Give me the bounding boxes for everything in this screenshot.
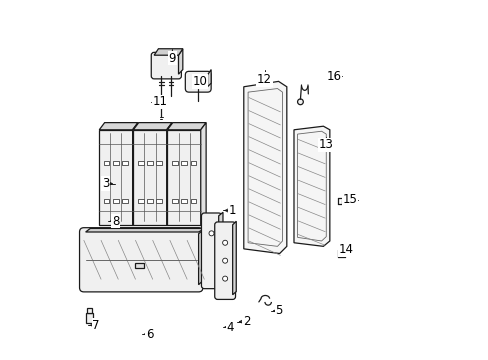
Circle shape — [208, 231, 214, 236]
Circle shape — [339, 251, 343, 256]
FancyBboxPatch shape — [151, 52, 181, 79]
Text: 8: 8 — [112, 215, 119, 228]
Bar — [156, 199, 162, 203]
Text: 2: 2 — [243, 315, 250, 328]
Circle shape — [222, 276, 227, 281]
Bar — [135, 263, 144, 268]
Polygon shape — [167, 123, 206, 130]
Text: 15: 15 — [342, 193, 357, 206]
Text: 13: 13 — [318, 138, 333, 151]
Bar — [181, 161, 186, 165]
Polygon shape — [218, 212, 223, 284]
Circle shape — [297, 99, 303, 105]
Polygon shape — [85, 228, 204, 232]
Text: 6: 6 — [146, 328, 153, 341]
Bar — [122, 199, 128, 203]
Polygon shape — [232, 221, 236, 295]
Bar — [86, 313, 93, 323]
Text: 1: 1 — [228, 204, 236, 217]
Polygon shape — [133, 123, 172, 130]
Text: 7: 7 — [92, 319, 100, 332]
Polygon shape — [244, 81, 286, 253]
Polygon shape — [167, 130, 201, 225]
Text: 3: 3 — [102, 177, 109, 190]
Text: 10: 10 — [192, 75, 207, 88]
Bar — [113, 199, 119, 203]
Text: 14: 14 — [338, 243, 353, 256]
Bar — [156, 161, 162, 165]
Circle shape — [222, 258, 227, 263]
Text: 12: 12 — [257, 73, 271, 86]
Polygon shape — [198, 228, 204, 285]
Text: 5: 5 — [275, 305, 282, 318]
Text: 9: 9 — [168, 51, 176, 64]
Bar — [103, 161, 109, 165]
FancyBboxPatch shape — [201, 213, 221, 289]
Bar — [138, 161, 143, 165]
Bar — [87, 309, 92, 313]
Circle shape — [158, 99, 164, 106]
Bar — [147, 199, 153, 203]
FancyBboxPatch shape — [214, 222, 235, 300]
Bar — [103, 199, 109, 203]
Bar — [171, 161, 177, 165]
Text: 11: 11 — [152, 95, 167, 108]
Bar — [138, 199, 143, 203]
Polygon shape — [133, 130, 166, 225]
Polygon shape — [178, 49, 183, 74]
Text: 16: 16 — [325, 69, 341, 82]
Polygon shape — [154, 49, 183, 55]
Bar — [171, 199, 177, 203]
Polygon shape — [99, 130, 132, 225]
Polygon shape — [201, 123, 206, 225]
Bar — [181, 199, 186, 203]
Bar — [113, 161, 119, 165]
Bar — [190, 161, 196, 165]
Bar — [122, 161, 128, 165]
Bar — [190, 199, 196, 203]
Polygon shape — [293, 126, 329, 246]
Bar — [147, 161, 153, 165]
FancyBboxPatch shape — [80, 228, 203, 292]
Text: 4: 4 — [226, 320, 234, 333]
Circle shape — [222, 240, 227, 245]
Polygon shape — [207, 69, 211, 87]
FancyBboxPatch shape — [185, 71, 211, 92]
Polygon shape — [99, 123, 138, 130]
Polygon shape — [166, 123, 172, 225]
Polygon shape — [132, 123, 138, 225]
